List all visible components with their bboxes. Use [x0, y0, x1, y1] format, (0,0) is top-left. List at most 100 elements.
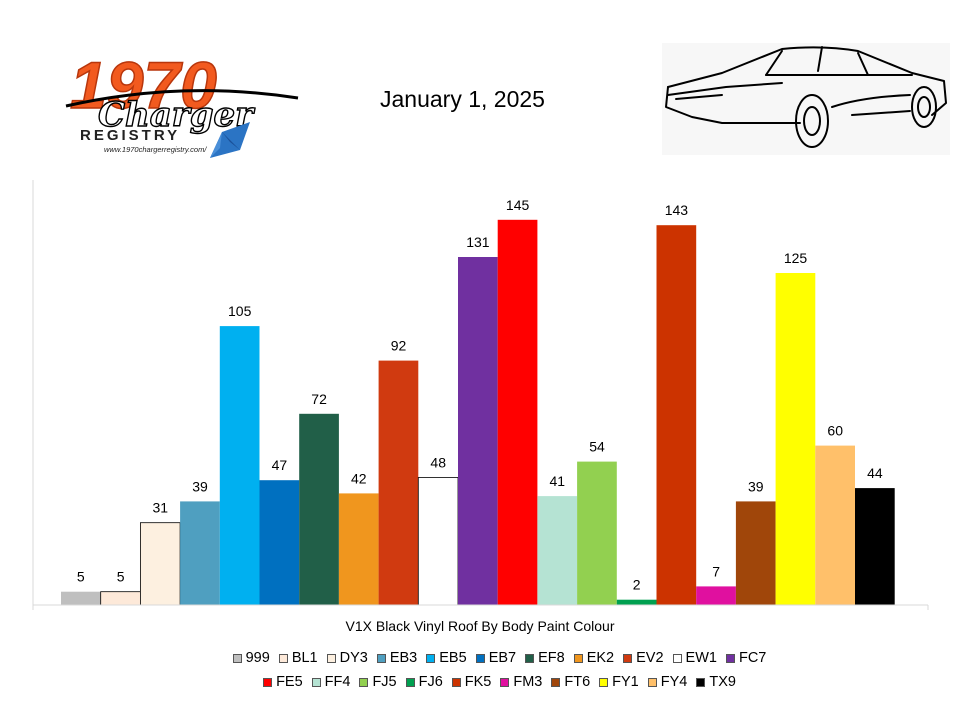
legend-item-FY1: FY1: [599, 674, 639, 690]
legend-label: FT6: [564, 674, 591, 690]
data-label-FY4: 60: [827, 423, 843, 439]
legend-row: FE5 FF4 FJ5 FJ6 FK5 FM3 FT6 FY1 FY4 TX9: [200, 670, 800, 694]
svg-text:www.1970chargerregistry.com/: www.1970chargerregistry.com/: [104, 145, 207, 154]
legend-item-EW1: EW1: [672, 650, 717, 666]
legend-label: FY4: [660, 674, 688, 690]
legend-item-BL1: BL1: [278, 650, 318, 666]
legend-swatch: [326, 653, 336, 663]
data-label-EB3: 39: [192, 478, 208, 494]
legend-swatch: [672, 653, 682, 663]
bar-EB3: [180, 501, 220, 605]
legend-swatch: [525, 653, 535, 663]
legend-label: EB7: [488, 650, 517, 666]
legend-label: FK5: [464, 674, 492, 690]
data-label-DY3: 31: [153, 500, 169, 516]
legend-swatch: [405, 677, 415, 687]
bar-FJ6: [616, 599, 657, 605]
data-label-BL1: 5: [117, 569, 125, 585]
data-label-EB5: 105: [228, 303, 252, 319]
legend-label: DY3: [339, 650, 368, 666]
bar-EV2: [378, 360, 419, 605]
legend-swatch: [359, 677, 369, 687]
data-label-EK2: 42: [351, 470, 367, 486]
data-label-FK5: 143: [665, 202, 689, 218]
data-label-FJ5: 54: [589, 439, 605, 455]
bar-999: [61, 591, 101, 605]
legend-item-EB7: EB7: [475, 650, 517, 666]
legend-item-EK2: EK2: [573, 650, 615, 666]
registry-logo: 1970 Charger REGISTRY www.1970chargerreg…: [62, 47, 302, 168]
legend-label: 999: [245, 650, 270, 666]
bar-EF8: [299, 413, 339, 606]
legend-swatch: [263, 677, 273, 687]
svg-text:REGISTRY: REGISTRY: [80, 127, 180, 144]
legend-item-EV2: EV2: [623, 650, 664, 666]
legend-swatch: [725, 653, 735, 663]
legend-row: 999 BL1 DY3 EB3 EB5 EB7 EF8 EK2 EV2 EW1 FC7: [200, 646, 800, 670]
bar-FF4: [537, 496, 578, 605]
legend-swatch: [623, 653, 633, 663]
legend-swatch: [376, 653, 386, 663]
legend-label: FC7: [738, 650, 767, 666]
legend-swatch: [696, 677, 706, 687]
legend-label: EB3: [389, 650, 418, 666]
legend-item-FC7: FC7: [725, 650, 767, 666]
legend-label: EK2: [586, 650, 615, 666]
legend-swatch: [475, 653, 485, 663]
data-label-EV2: 92: [391, 338, 407, 354]
x-axis-label: V1X Black Vinyl Roof By Body Paint Colou…: [346, 618, 615, 634]
legend-label: FE5: [276, 674, 303, 690]
legend-item-EF8: EF8: [525, 650, 565, 666]
legend-swatch: [500, 677, 510, 687]
legend-item-DY3: DY3: [326, 650, 368, 666]
data-label-FT6: 39: [748, 478, 764, 494]
data-label-FC7: 131: [466, 234, 490, 250]
legend-item-FM3: FM3: [500, 674, 542, 690]
bar-FK5: [656, 225, 697, 605]
bar-FC7: [458, 257, 498, 605]
legend-label: FJ6: [418, 674, 443, 690]
legend-label: TX9: [709, 674, 736, 690]
data-label-EW1: 48: [430, 455, 446, 471]
legend-label: FF4: [324, 674, 351, 690]
data-label-FY1: 125: [784, 250, 808, 266]
legend-label: EV2: [636, 650, 664, 666]
legend-item-FY4: FY4: [647, 674, 688, 690]
legend-swatch: [451, 677, 461, 687]
legend-swatch: [426, 653, 436, 663]
data-label-999: 5: [77, 569, 85, 585]
legend-label: FJ5: [372, 674, 397, 690]
legend-swatch: [278, 653, 288, 663]
bar-DY3: [139, 522, 181, 606]
bar-FY1: [775, 273, 816, 605]
data-label-EF8: 72: [311, 391, 327, 407]
legend-item-FK5: FK5: [451, 674, 492, 690]
bar-EK2: [338, 493, 379, 605]
legend-label: EB5: [439, 650, 467, 666]
legend-item-FT6: FT6: [551, 674, 590, 690]
bar-FT6: [735, 501, 776, 605]
data-label-EB7: 47: [272, 457, 288, 473]
bar-FM3: [696, 586, 736, 605]
bar-FY4: [815, 445, 855, 605]
legend-swatch: [311, 677, 321, 687]
legend-label: EF8: [538, 650, 565, 666]
data-label-FM3: 7: [712, 563, 720, 579]
legend-item-999: 999: [232, 650, 270, 666]
legend-swatch: [647, 677, 657, 687]
bar-FJ5: [577, 461, 617, 605]
svg-text:Charger: Charger: [98, 95, 255, 135]
data-label-FJ6: 2: [633, 577, 641, 593]
legend-item-EB5: EB5: [426, 650, 467, 666]
data-label-TX9: 44: [867, 465, 883, 481]
legend-item-EB3: EB3: [376, 650, 418, 666]
legend-item-FF4: FF4: [311, 674, 351, 690]
legend-item-FJ6: FJ6: [405, 674, 443, 690]
car-illustration: [662, 43, 950, 155]
legend-label: FY1: [612, 674, 639, 690]
bar-EB7: [259, 480, 300, 605]
bar-TX9: [855, 488, 895, 605]
legend-swatch: [551, 677, 561, 687]
bar-EW1: [417, 477, 459, 606]
